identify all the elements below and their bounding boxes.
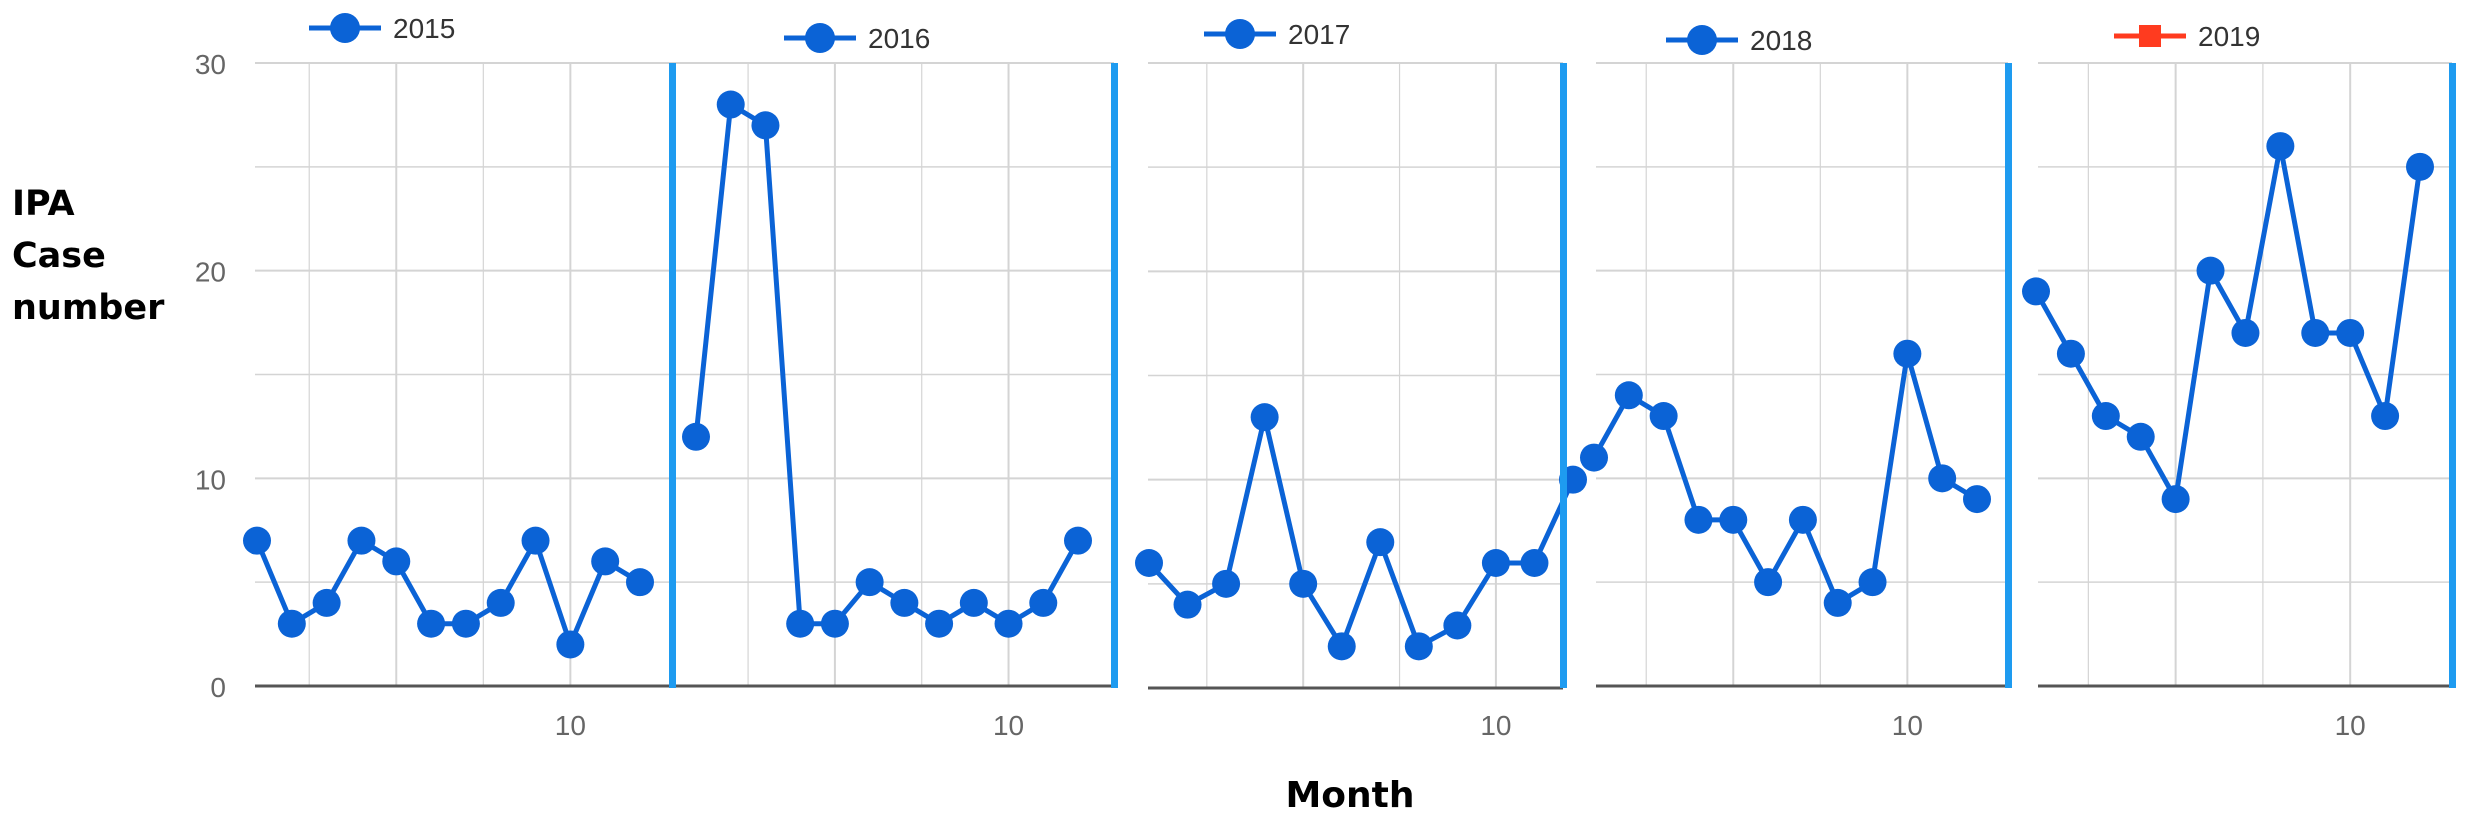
data-point: [1520, 549, 1549, 577]
y-axis-title-line-2: Case: [12, 236, 106, 276]
data-point: [1963, 485, 1991, 514]
data-point: [994, 609, 1023, 638]
data-point: [1064, 526, 1092, 555]
data-point: [2022, 277, 2050, 306]
data-point: [1580, 443, 1608, 472]
data-point: [521, 526, 550, 555]
data-point: [591, 547, 620, 576]
series-line-2015: [254, 538, 642, 647]
data-point: [1173, 590, 1202, 619]
legend-label: 2015: [393, 13, 455, 44]
data-point: [1788, 505, 1817, 534]
data-point: [417, 609, 446, 638]
series-line-2019: [2033, 143, 2423, 502]
x-tick-label: 10: [555, 710, 586, 741]
y-tick-label: 20: [195, 257, 226, 288]
data-point: [959, 588, 988, 617]
data-point: [1029, 588, 1058, 617]
data-point: [1614, 381, 1643, 410]
x-tick-label: 10: [1892, 710, 1923, 741]
data-point: [1327, 632, 1356, 661]
panel-separator: [2449, 63, 2456, 688]
panel-separator: [1560, 63, 1567, 688]
series-line-2017: [1147, 414, 1576, 649]
data-point: [626, 568, 654, 597]
legend-label: 2019: [2198, 21, 2260, 52]
data-point: [1289, 569, 1318, 598]
data-point: [1719, 505, 1748, 534]
y-tick-label: 30: [195, 49, 226, 80]
data-point: [347, 526, 376, 555]
series-line-2016: [693, 102, 1081, 627]
data-point: [556, 630, 585, 659]
data-point: [925, 609, 954, 638]
data-point: [1212, 569, 1241, 598]
data-point: [1754, 568, 1783, 597]
data-point: [2371, 402, 2400, 431]
x-axis-title: Month: [1285, 775, 1415, 816]
y-axis-title: IPA Case number: [12, 178, 172, 334]
y-axis-title-line-3: number: [12, 288, 165, 328]
legend-marker-circle: [1687, 25, 1717, 55]
data-point: [1366, 528, 1395, 557]
legend-marker-circle: [330, 13, 360, 43]
data-point: [2301, 318, 2330, 347]
data-point: [716, 90, 745, 119]
data-point: [1135, 549, 1163, 577]
data-point: [682, 422, 710, 451]
data-point: [1443, 611, 1472, 640]
data-point: [2406, 152, 2434, 181]
data-point: [2091, 402, 2120, 431]
y-tick-label: 10: [195, 464, 226, 495]
data-point: [786, 609, 815, 638]
legend-label: 2017: [1288, 19, 1350, 50]
data-point: [312, 588, 341, 617]
legend-marker-circle: [1225, 19, 1255, 49]
legend-label: 2018: [1750, 25, 1812, 56]
data-point: [451, 609, 480, 638]
data-point: [1481, 549, 1510, 577]
data-point: [820, 609, 849, 638]
data-point: [890, 588, 919, 617]
data-point: [1684, 505, 1713, 534]
legend-label: 2016: [868, 23, 930, 54]
data-point: [2336, 318, 2365, 347]
data-point: [1893, 339, 1922, 368]
y-axis-title-line-1: IPA: [12, 184, 75, 224]
data-point: [1250, 403, 1279, 432]
y-tick-label: 0: [210, 672, 226, 703]
data-point: [2161, 485, 2190, 514]
x-tick-label: 10: [1480, 710, 1511, 741]
data-point: [1823, 588, 1852, 617]
data-point: [243, 526, 271, 555]
panel-separator: [1111, 63, 1118, 688]
data-point: [2196, 256, 2225, 285]
data-point: [2231, 318, 2260, 347]
data-point: [1858, 568, 1887, 597]
data-point: [277, 609, 306, 638]
x-tick-label: 10: [2335, 710, 2366, 741]
data-point: [1928, 464, 1957, 493]
data-point: [2056, 339, 2085, 368]
data-point: [2266, 132, 2295, 161]
data-point: [1649, 402, 1678, 431]
data-point: [751, 111, 780, 140]
legend-marker-circle: [805, 23, 835, 53]
panel-separator: [2005, 63, 2012, 688]
data-point: [2126, 422, 2155, 451]
legend-marker-square: [2139, 25, 2161, 47]
x-tick-label: 10: [993, 710, 1024, 741]
data-point: [486, 588, 515, 617]
data-point: [1404, 632, 1433, 661]
data-point: [855, 568, 884, 597]
panel-separator: [669, 63, 676, 688]
data-point: [382, 547, 411, 576]
